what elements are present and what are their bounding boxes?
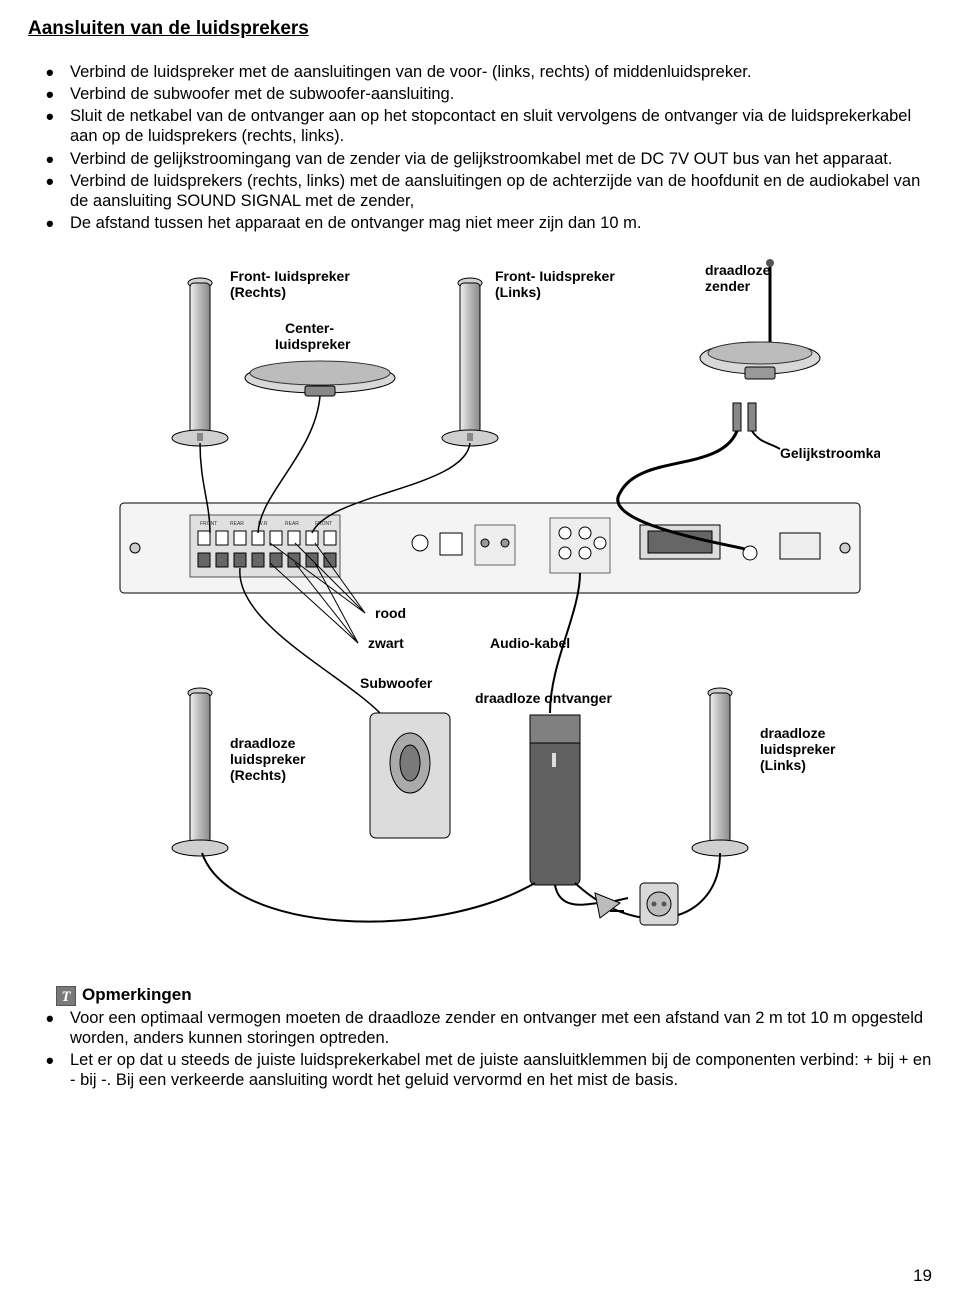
label-front-right-2: (Rechts) — [230, 284, 286, 300]
label-center-1: Center- — [285, 320, 334, 336]
wireless-right-speaker — [172, 688, 228, 856]
front-left-speaker — [442, 278, 498, 446]
label-tx-1: draadloze — [705, 262, 771, 278]
label-dc-cable: Gelijkstroomkabel — [780, 445, 880, 461]
label-wl-left-1: draadloze — [760, 725, 826, 741]
wireless-receiver — [530, 715, 580, 885]
label-wl-right-2: luidspreker — [230, 751, 306, 767]
instruction-list: Verbind de luidspreker met de aansluitin… — [28, 62, 932, 233]
list-item: Let er op dat u steeds de juiste luidspr… — [46, 1050, 932, 1090]
notes-heading-text: Opmerkingen — [82, 985, 192, 1004]
list-item: De afstand tussen het apparaat en de ont… — [46, 213, 932, 233]
svg-text:FRONT: FRONT — [200, 521, 217, 527]
label-audio-cable: Audio-kabel — [490, 635, 570, 651]
wireless-left-speaker — [692, 688, 748, 856]
diagram-svg: Front- Iuidspreker (Rechts) Front- Iuids… — [80, 243, 880, 973]
svg-text:REAR: REAR — [285, 521, 299, 527]
wiring-diagram: Front- Iuidspreker (Rechts) Front- Iuids… — [28, 243, 932, 973]
list-item: Verbind de subwoofer met de subwoofer-aa… — [46, 84, 932, 104]
notes-list: Voor een optimaal vermogen moeten de dra… — [28, 1008, 932, 1091]
list-item: Sluit de netkabel van de ontvanger aan o… — [46, 106, 932, 146]
label-wl-right-1: draadloze — [230, 735, 296, 751]
list-item: Verbind de gelijkstroomingang van de zen… — [46, 149, 932, 169]
list-item: Verbind de luidspreker met de aansluitin… — [46, 62, 932, 82]
front-right-speaker — [172, 278, 228, 446]
power-plug — [555, 883, 678, 925]
page-number: 19 — [913, 1266, 932, 1286]
notes-icon: T — [56, 986, 76, 1006]
svg-text:REAR: REAR — [230, 521, 244, 527]
label-front-left-2: (Links) — [495, 284, 541, 300]
label-wl-left-2: luidspreker — [760, 741, 836, 757]
center-speaker — [245, 361, 395, 396]
list-item: Voor een optimaal vermogen moeten de dra… — [46, 1008, 932, 1048]
label-tx-2: zender — [705, 278, 751, 294]
label-wl-left-3: (Links) — [760, 757, 806, 773]
label-front-left-1: Front- Iuidspreker — [495, 268, 615, 284]
label-receiver: draadloze ontvanger — [475, 690, 612, 706]
label-black: zwart — [368, 635, 404, 651]
subwoofer — [370, 713, 450, 838]
label-center-2: Iuidspreker — [275, 336, 351, 352]
label-front-right-1: Front- Iuidspreker — [230, 268, 350, 284]
label-wl-right-3: (Rechts) — [230, 767, 286, 783]
page-title: Aansluiten van de luidsprekers — [28, 18, 932, 40]
label-subwoofer: Subwoofer — [360, 675, 433, 691]
list-item: Verbind de luidsprekers (rechts, links) … — [46, 171, 932, 211]
notes-section: T Opmerkingen Voor een optimaal vermogen … — [28, 985, 932, 1090]
main-unit-back: FRONTREARW.RREARFRONT — [120, 503, 860, 593]
label-red: rood — [375, 605, 406, 621]
